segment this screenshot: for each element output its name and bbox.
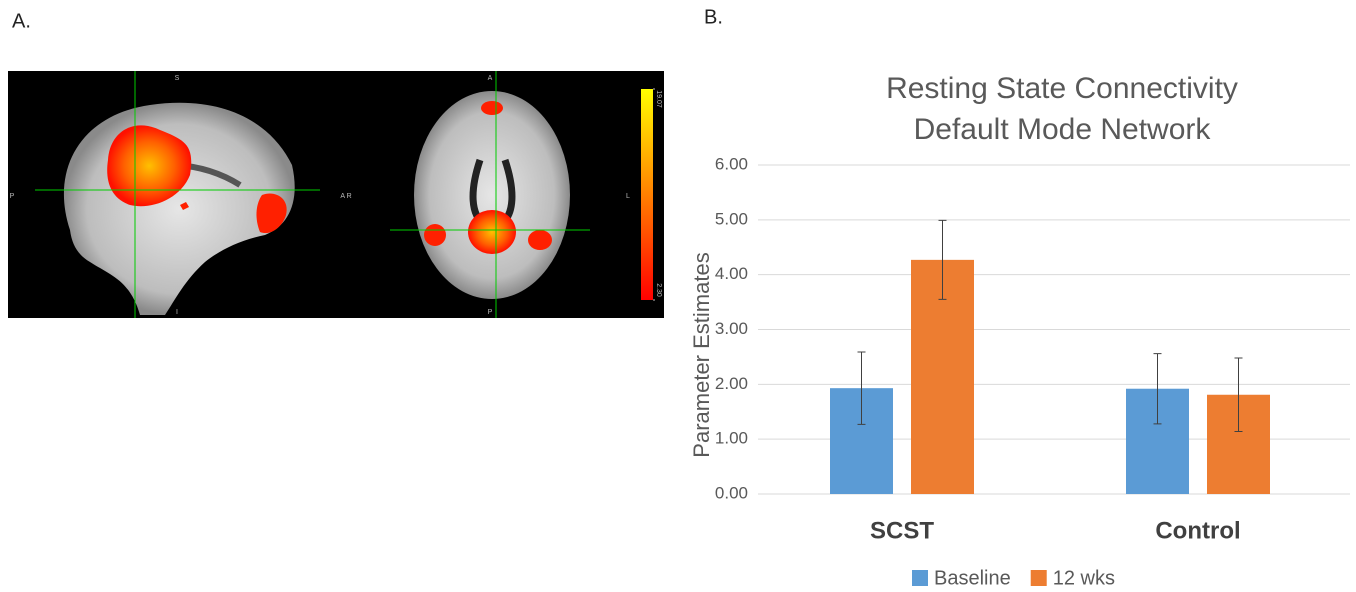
figure: A. S I P A R A P L B. Resting State Conn… bbox=[0, 0, 1356, 592]
legend-label: 12 wks bbox=[1053, 567, 1115, 589]
colorbar-tick-label: 19.07 bbox=[655, 90, 662, 108]
legend-swatch bbox=[1031, 570, 1047, 586]
y-tick-label: 0.00 bbox=[715, 483, 748, 502]
y-tick-label: 4.00 bbox=[715, 264, 748, 283]
y-tick-label: 5.00 bbox=[715, 209, 748, 228]
orientation-label: S bbox=[175, 75, 180, 82]
orientation-label: A bbox=[488, 75, 493, 82]
y-tick-label: 6.00 bbox=[715, 154, 748, 173]
x-tick-label: SCST bbox=[870, 517, 934, 544]
colorbar-tick-label: 2.30 bbox=[655, 283, 662, 297]
chart-title: Resting State Connectivity bbox=[886, 72, 1238, 105]
legend-swatch bbox=[912, 570, 928, 586]
y-tick-label: 1.00 bbox=[715, 429, 748, 448]
y-tick-label: 2.00 bbox=[715, 374, 748, 393]
x-tick-label: Control bbox=[1155, 517, 1240, 544]
panel-label: A. bbox=[12, 10, 31, 32]
orientation-label: P bbox=[488, 309, 493, 316]
orientation-label: L bbox=[626, 193, 630, 200]
y-tick-label: 3.00 bbox=[715, 319, 748, 338]
orientation-label: A R bbox=[340, 193, 351, 200]
orientation-label: I bbox=[176, 309, 178, 316]
legend-label: Baseline bbox=[934, 567, 1011, 589]
brain-panel bbox=[8, 71, 664, 318]
y-axis-label: Parameter Estimates bbox=[689, 252, 714, 457]
chart-title: Default Mode Network bbox=[914, 113, 1212, 146]
orientation-label: P bbox=[10, 193, 15, 200]
panel-label: B. bbox=[704, 6, 723, 28]
